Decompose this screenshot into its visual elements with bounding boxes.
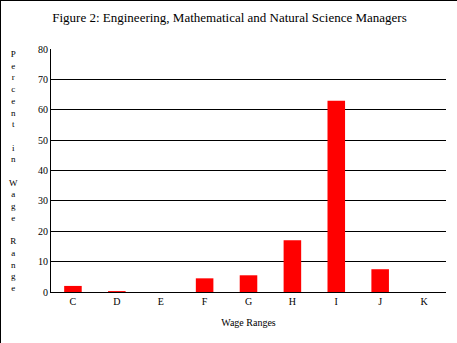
- svg-text:30: 30: [38, 195, 48, 206]
- svg-text:J: J: [378, 296, 382, 307]
- svg-text:20: 20: [38, 226, 48, 237]
- svg-text:K: K: [420, 296, 428, 307]
- svg-text:Percent in Wage Range: Percent in Wage Range: [9, 49, 18, 293]
- svg-text:50: 50: [38, 135, 48, 146]
- svg-text:H: H: [289, 296, 296, 307]
- svg-text:60: 60: [38, 104, 48, 115]
- svg-text:G: G: [245, 296, 252, 307]
- svg-text:F: F: [202, 296, 208, 307]
- svg-text:10: 10: [38, 256, 48, 267]
- svg-text:0: 0: [43, 287, 48, 298]
- svg-text:C: C: [70, 296, 77, 307]
- svg-text:Wage Ranges: Wage Ranges: [221, 317, 276, 328]
- svg-text:40: 40: [38, 165, 48, 176]
- svg-text:E: E: [158, 296, 164, 307]
- svg-text:D: D: [113, 296, 120, 307]
- svg-text:80: 80: [38, 44, 48, 55]
- svg-text:70: 70: [38, 74, 48, 85]
- svg-text:I: I: [335, 296, 338, 307]
- svg-text:Figure 2: Engineering, Mathema: Figure 2: Engineering, Mathematical and …: [52, 10, 407, 25]
